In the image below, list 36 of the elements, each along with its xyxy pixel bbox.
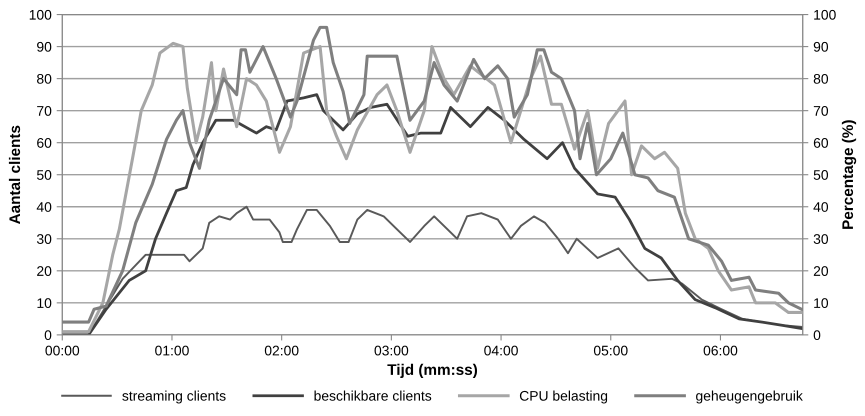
legend-label: geheugengebruik <box>696 390 803 404</box>
legend-label: streaming clients <box>122 390 226 404</box>
y2-axis-title: Percentage (%) <box>842 120 856 229</box>
y2-tick-label: 0 <box>814 330 820 340</box>
y2-tick-label: 20 <box>814 266 828 276</box>
y2-tick-label: 100 <box>814 10 836 20</box>
y-tick-label: 40 <box>36 202 52 212</box>
y2-tick-label: 50 <box>814 170 828 180</box>
y2-tick-label: 70 <box>814 106 828 116</box>
x-tick-label: 06:00 <box>704 346 738 356</box>
x-tick-label: 00:00 <box>45 346 80 356</box>
y2-tick-label: 80 <box>814 74 828 84</box>
x-tick-label: 01:00 <box>155 346 189 356</box>
y-axis-title: Aantal clients <box>8 126 20 224</box>
legend-label: CPU belasting <box>520 390 608 404</box>
x-tick-label: 05:00 <box>594 346 628 356</box>
y2-tick-label: 60 <box>814 138 828 148</box>
y-tick-label: 70 <box>37 106 52 116</box>
y-tick-label: 50 <box>36 170 52 180</box>
x-axis-title: Tijd (mm:ss) <box>387 364 478 378</box>
x-tick-label: 02:00 <box>264 346 299 356</box>
y2-tick-label: 30 <box>814 234 828 244</box>
x-tick-label: 03:00 <box>374 346 408 356</box>
y2-tick-label: 10 <box>814 298 828 308</box>
y-tick-label: 90 <box>37 42 52 52</box>
y-tick-label: 0 <box>44 330 52 340</box>
x-tick-label: 04:00 <box>484 346 518 356</box>
y-tick-label: 20 <box>37 266 52 276</box>
y2-tick-label: 90 <box>814 42 828 52</box>
y-tick-label: 100 <box>30 10 52 20</box>
legend-label: beschikbare clients <box>314 390 432 401</box>
y-tick-label: 60 <box>37 138 52 148</box>
y-tick-label: 80 <box>37 74 52 84</box>
y-tick-label: 30 <box>36 234 52 244</box>
y-tick-label: 10 <box>37 298 52 308</box>
y2-tick-label: 40 <box>813 202 828 212</box>
